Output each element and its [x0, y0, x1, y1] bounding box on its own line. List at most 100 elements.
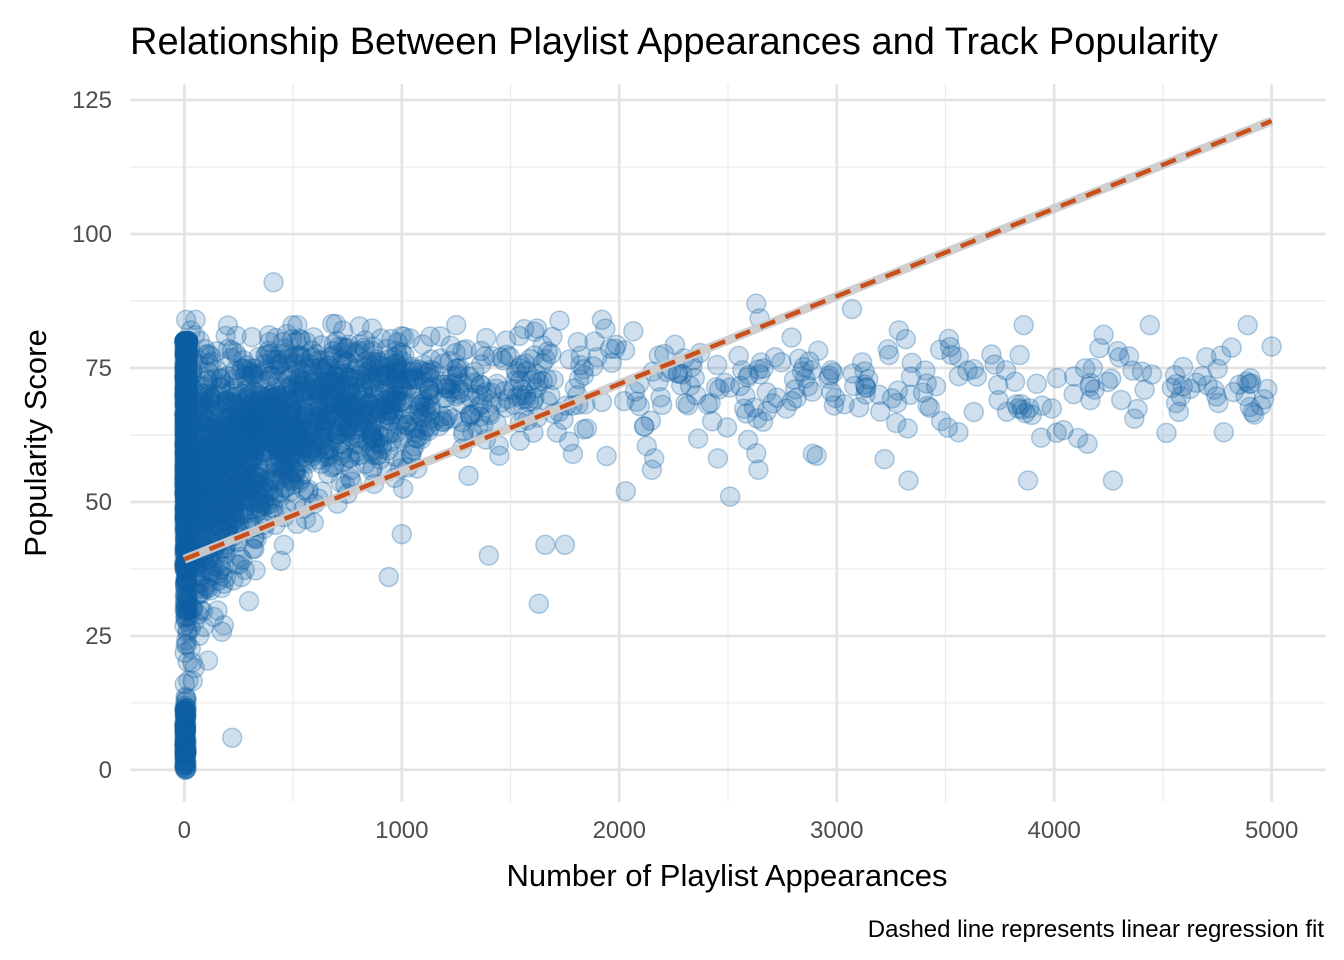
data-point	[177, 330, 199, 352]
data-point	[176, 390, 198, 411]
data-point	[174, 364, 195, 385]
data-point	[174, 451, 196, 473]
data-point	[174, 754, 196, 775]
data-point	[175, 437, 197, 458]
data-point	[175, 357, 197, 378]
data-point	[177, 589, 198, 610]
data-point	[174, 483, 196, 504]
data-point	[176, 410, 197, 431]
data-point	[177, 368, 198, 389]
data-point	[175, 508, 196, 529]
data-point	[175, 498, 197, 520]
data-point	[175, 330, 196, 352]
data-point	[479, 402, 500, 424]
data-point	[174, 518, 196, 539]
data-point	[175, 385, 197, 406]
data-point	[177, 432, 199, 453]
x-tick-label: 4000	[1027, 817, 1080, 844]
data-point	[719, 377, 741, 398]
data-point	[174, 338, 196, 359]
data-point	[174, 356, 195, 378]
data-point	[175, 370, 197, 391]
data-point	[177, 330, 198, 352]
data-point	[174, 343, 196, 365]
data-point	[174, 721, 195, 742]
data-point	[176, 524, 197, 545]
data-point	[651, 394, 673, 416]
data-point	[263, 272, 284, 293]
data-point	[176, 369, 198, 391]
data-point	[176, 408, 198, 430]
data-point	[176, 521, 198, 542]
data-point	[175, 745, 196, 767]
data-point	[176, 735, 197, 756]
data-point	[174, 484, 195, 505]
data-point	[175, 700, 197, 721]
data-point	[176, 361, 197, 382]
data-point	[176, 388, 197, 410]
data-point	[174, 385, 196, 407]
data-point	[202, 513, 223, 535]
data-point	[386, 391, 407, 413]
data-point	[177, 395, 198, 417]
data-point	[307, 388, 328, 410]
data-point	[177, 498, 199, 519]
data-point	[176, 499, 198, 520]
data-point	[175, 686, 196, 708]
data-point	[215, 440, 236, 461]
data-point	[478, 545, 500, 566]
data-point	[175, 406, 196, 428]
data-point	[416, 397, 437, 418]
data-point	[176, 394, 197, 416]
data-point	[265, 401, 286, 422]
data-point	[175, 480, 197, 501]
data-point	[175, 695, 196, 716]
data-point	[176, 443, 197, 464]
data-point	[290, 344, 311, 366]
data-point	[177, 529, 198, 550]
data-point	[177, 383, 199, 404]
data-point	[175, 475, 197, 497]
data-point	[174, 717, 195, 738]
data-point	[177, 446, 199, 468]
data-point	[175, 480, 196, 501]
data-point	[177, 521, 199, 543]
data-point	[176, 729, 197, 751]
data-point	[175, 486, 196, 507]
data-point	[176, 360, 198, 382]
data-point	[174, 410, 196, 431]
data-point	[176, 392, 198, 413]
data-point	[176, 569, 197, 591]
data-point	[175, 372, 197, 393]
data-point	[1004, 371, 1026, 393]
y-tick-label: 125	[72, 87, 112, 114]
data-point	[262, 497, 284, 519]
data-point	[174, 406, 196, 428]
data-point	[174, 521, 195, 543]
data-point	[176, 489, 197, 511]
data-point	[177, 485, 198, 506]
data-point	[174, 731, 195, 753]
data-point	[175, 412, 196, 433]
data-point	[175, 599, 197, 620]
data-point	[413, 354, 434, 375]
data-point	[496, 344, 517, 365]
data-point	[175, 744, 196, 765]
data-point	[244, 381, 266, 402]
data-point	[177, 330, 199, 352]
data-point	[176, 424, 198, 446]
data-point	[294, 403, 315, 424]
data-point	[177, 346, 198, 368]
data-point	[178, 464, 199, 485]
data-point	[174, 358, 196, 380]
data-point	[185, 478, 206, 499]
data-point	[253, 494, 274, 516]
data-point	[175, 342, 197, 363]
data-point	[177, 447, 199, 469]
data-point	[174, 501, 196, 522]
data-point	[584, 331, 605, 352]
data-point	[791, 361, 813, 382]
data-point	[198, 484, 220, 506]
data-point	[185, 563, 207, 585]
data-point	[175, 744, 197, 765]
